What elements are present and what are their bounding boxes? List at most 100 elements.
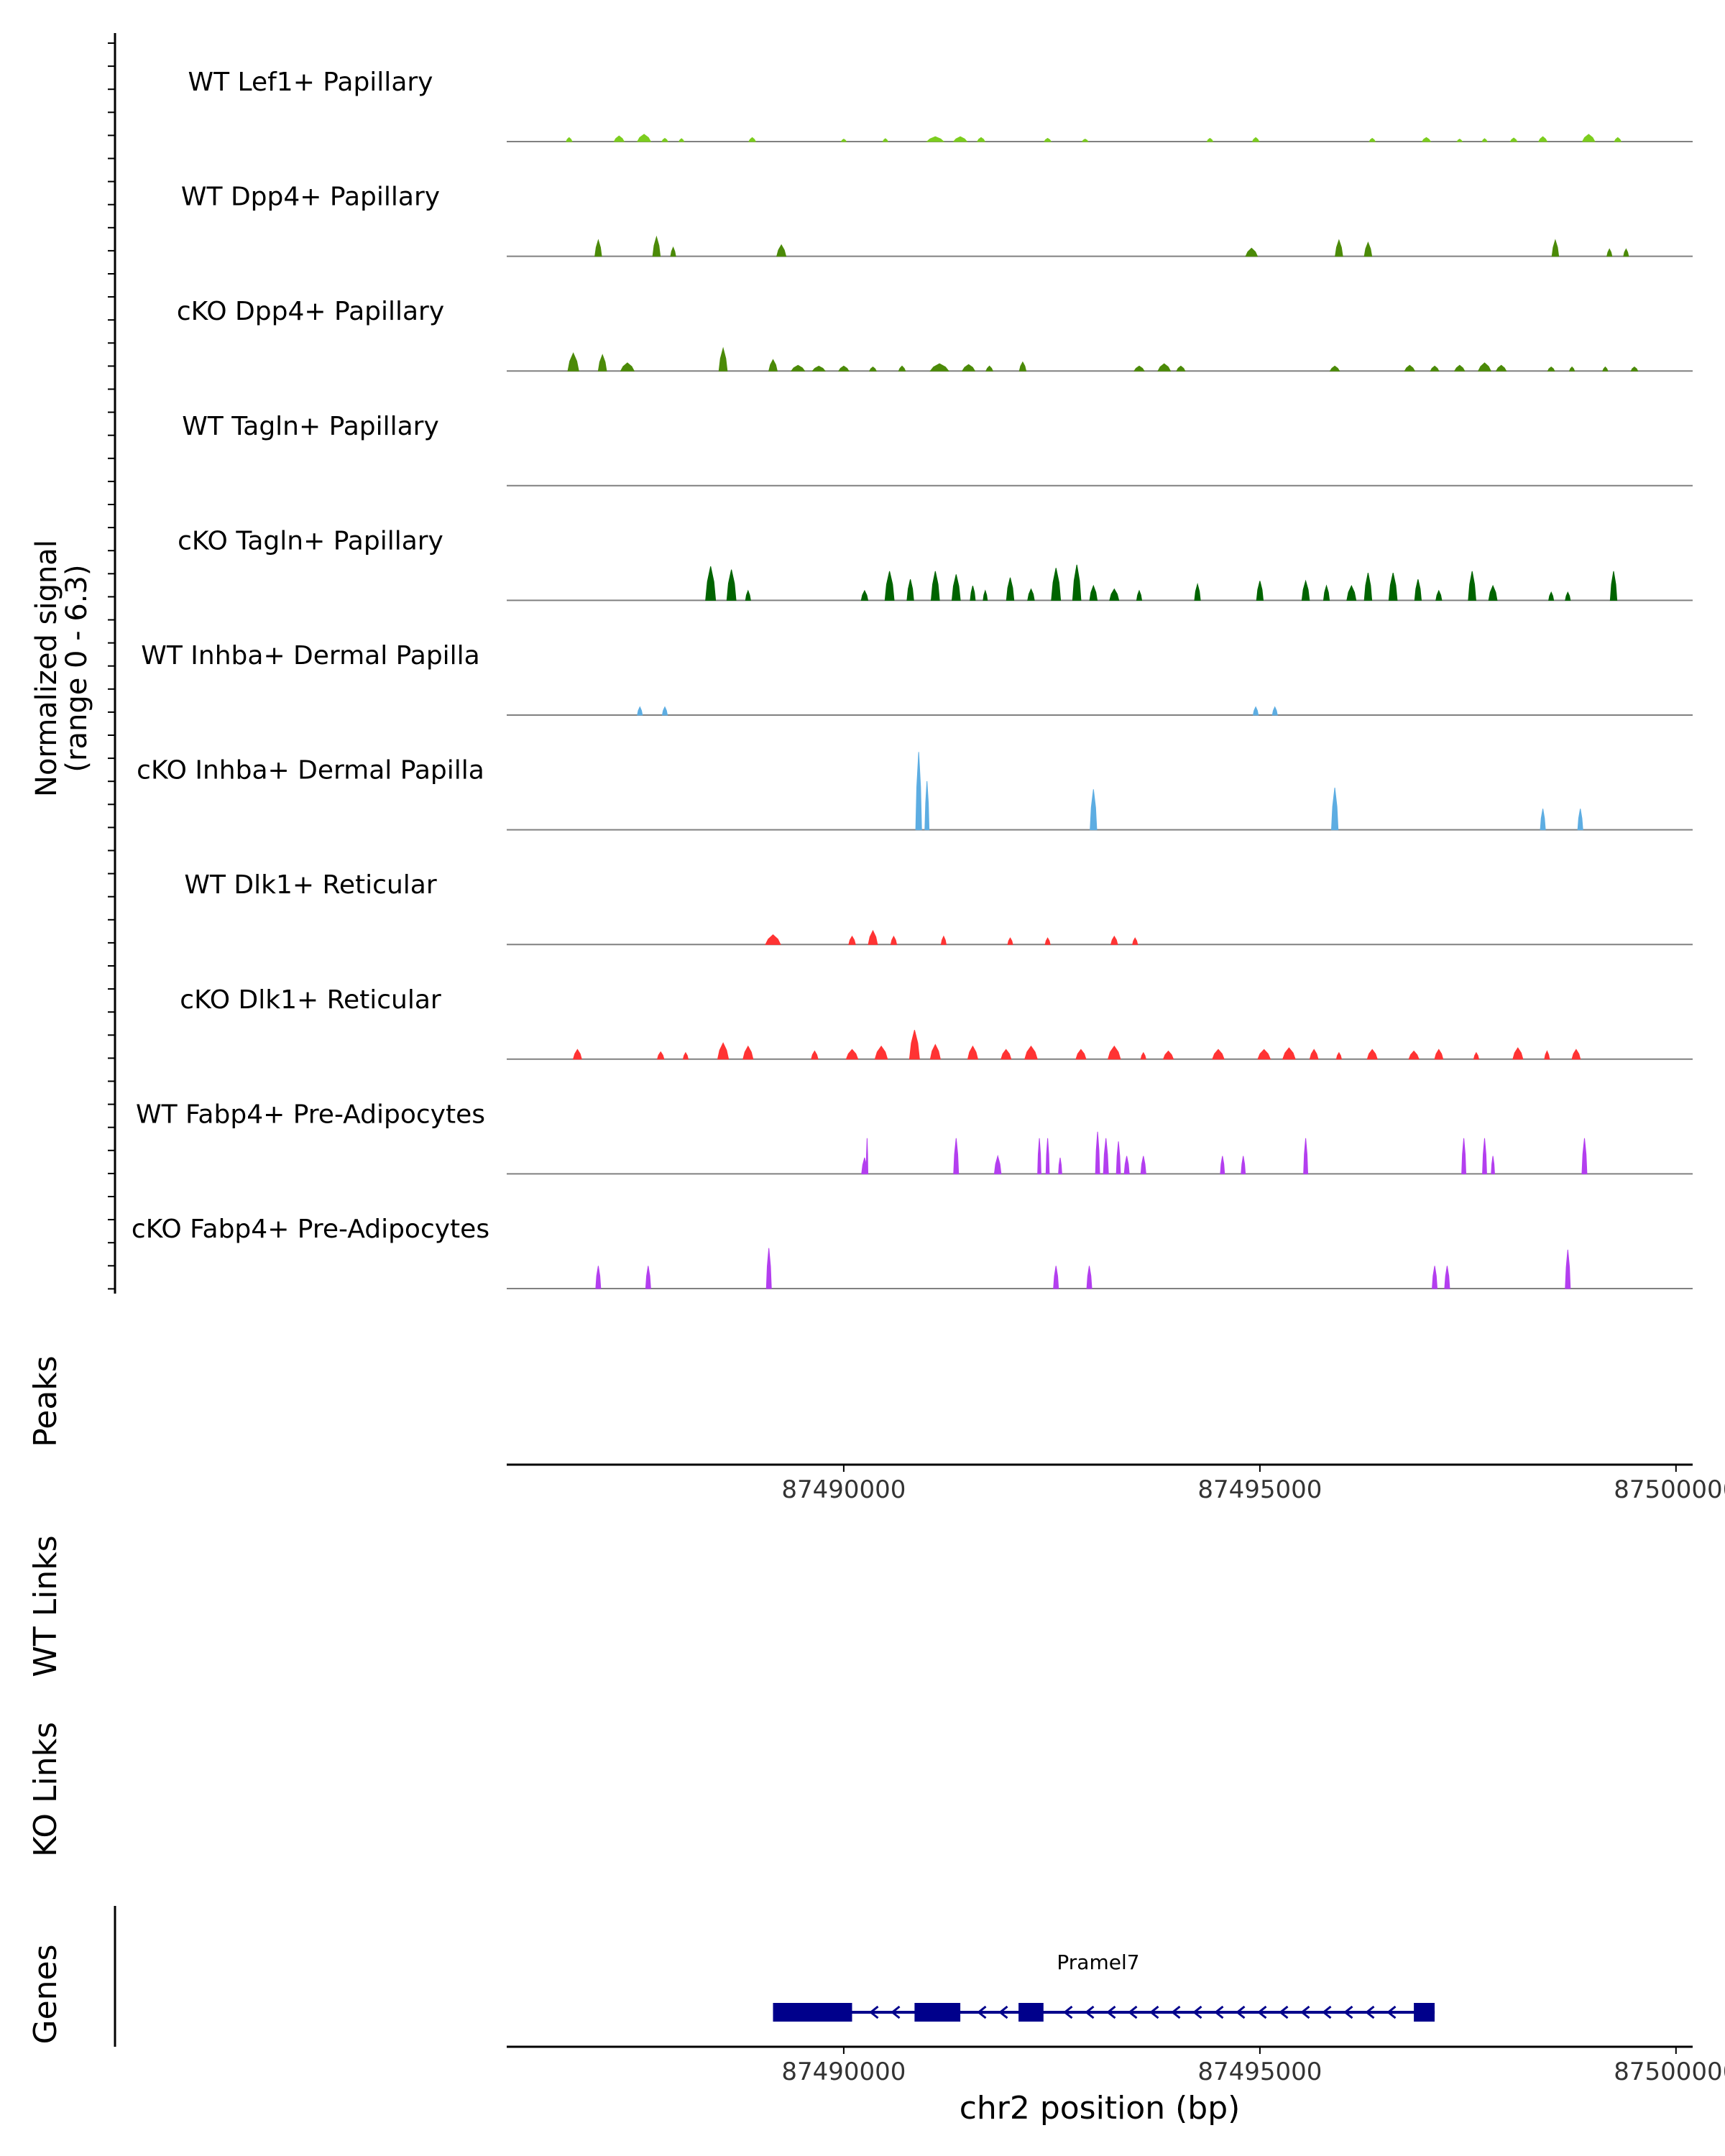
signal-peak: [1194, 582, 1201, 601]
strand-arrow: [1171, 2005, 1181, 2019]
gene-exon: [773, 2003, 852, 2022]
signal-peak: [1346, 584, 1357, 601]
signal-peak: [1140, 1156, 1146, 1174]
signal-peak: [1368, 137, 1376, 142]
gene-exon: [914, 2003, 961, 2022]
signal-peak: [1551, 239, 1560, 257]
signal-peak: [993, 1154, 1002, 1174]
signal-peak: [1157, 363, 1172, 372]
signal-peak: [1162, 1050, 1174, 1060]
signal-peak: [661, 137, 668, 142]
signal-peak: [1548, 591, 1555, 601]
signal-peak: [1024, 1045, 1038, 1060]
signal-peak: [1335, 1051, 1343, 1060]
signal-peak: [656, 1051, 665, 1060]
signal-peak: [1581, 1138, 1588, 1174]
x-axis-tick-label: 87490000: [781, 2058, 906, 2086]
signal-peak: [1045, 1138, 1050, 1174]
signal-peak: [1075, 1049, 1087, 1060]
signal-peak: [1089, 584, 1098, 601]
signal-peak: [1329, 365, 1340, 372]
signal-peak: [1282, 1047, 1296, 1060]
signal-peak: [1581, 134, 1596, 142]
signal-peak: [1512, 1047, 1524, 1060]
signal-peak: [1107, 1045, 1121, 1060]
signal-peak: [811, 1050, 819, 1060]
signal-peak: [1133, 365, 1145, 372]
signal-peak: [1630, 366, 1639, 372]
signal-peak: [1000, 1049, 1012, 1060]
strand-arrow: [1106, 2005, 1116, 2019]
signal-peak: [1434, 1049, 1444, 1060]
strand-arrow: [1236, 2005, 1246, 2019]
signal-peak: [661, 706, 668, 716]
signal-peak: [1444, 1266, 1450, 1289]
signal-peak: [1388, 572, 1398, 601]
strand-arrow: [1192, 2005, 1202, 2019]
coverage-y-axis-ticks: [108, 42, 115, 1290]
signal-peak: [882, 138, 889, 142]
signal-peak: [890, 935, 898, 945]
gene-label-pramel7: Pramel7: [1057, 1950, 1139, 1974]
signal-peak: [776, 244, 787, 257]
signal-peak: [1623, 248, 1629, 257]
signal-peak: [1322, 584, 1330, 601]
x-axis-title: chr2 position (bp): [960, 2090, 1241, 2127]
signal-peak: [951, 574, 961, 601]
signal-peak: [868, 929, 878, 945]
signal-peak: [926, 136, 945, 142]
signal-peak: [1537, 136, 1548, 142]
signal-peak: [884, 571, 895, 601]
signal-peak: [1110, 935, 1118, 945]
track-label: WT Tagln+ Papillary: [182, 412, 439, 441]
track-cko-dlk1-reticular: cKO Dlk1+ Reticular: [180, 985, 1693, 1060]
signal-peak: [1044, 937, 1051, 945]
signal-peak: [1006, 577, 1015, 601]
signal-peak: [652, 235, 661, 257]
signal-peak: [930, 571, 940, 601]
strand-arrow: [1257, 2005, 1267, 2019]
signal-peak: [597, 354, 607, 372]
strand-arrow: [891, 2005, 901, 2019]
signal-peak: [1609, 571, 1618, 601]
signal-peak: [768, 359, 778, 372]
signal-peak: [1252, 706, 1259, 716]
signal-peak: [1547, 366, 1555, 372]
signal-peak: [1544, 1050, 1550, 1060]
signal-peak: [1241, 1156, 1246, 1174]
signal-peak: [1206, 137, 1214, 142]
strand-arrow: [1386, 2005, 1397, 2019]
signal-peak: [1018, 361, 1027, 372]
signal-peak: [1468, 571, 1476, 601]
signal-peak: [620, 362, 635, 372]
signal-peak: [1571, 1049, 1581, 1060]
signal-peak: [595, 1266, 602, 1289]
track-cko-inhba-dermal-papilla: cKO Inhba+ Dermal Papilla: [137, 752, 1693, 831]
signal-peak: [1081, 139, 1089, 142]
signal-peak: [645, 1266, 651, 1289]
signal-peak: [1090, 789, 1098, 831]
signal-peak: [742, 1045, 754, 1060]
signal-peak: [765, 1248, 772, 1289]
signal-peak: [1271, 706, 1278, 716]
signal-peak: [908, 1030, 920, 1060]
signal-peak: [1430, 365, 1440, 372]
signal-peak: [594, 239, 602, 257]
signal-peak: [1123, 1156, 1130, 1174]
wt-links-track-label: WT Links: [27, 1535, 64, 1677]
x-axis-tick-label: 87500000: [1614, 1475, 1725, 1504]
signal-peak: [845, 1049, 859, 1060]
signal-peak: [874, 1045, 888, 1060]
strand-arrow: [1322, 2005, 1332, 2019]
x-axis-tick-label: 87495000: [1197, 1475, 1322, 1504]
signal-peak: [1132, 937, 1138, 945]
signal-peak: [1404, 364, 1416, 372]
track-wt-tagln-papillary: WT Tagln+ Papillary: [182, 412, 1693, 487]
signal-peak: [924, 780, 930, 831]
signal-peak: [613, 135, 625, 142]
signal-peak: [860, 589, 869, 601]
x-axis-tick-label: 87500000: [1614, 2058, 1725, 2086]
signal-peak: [566, 137, 573, 142]
signal-peak: [1140, 1051, 1146, 1060]
